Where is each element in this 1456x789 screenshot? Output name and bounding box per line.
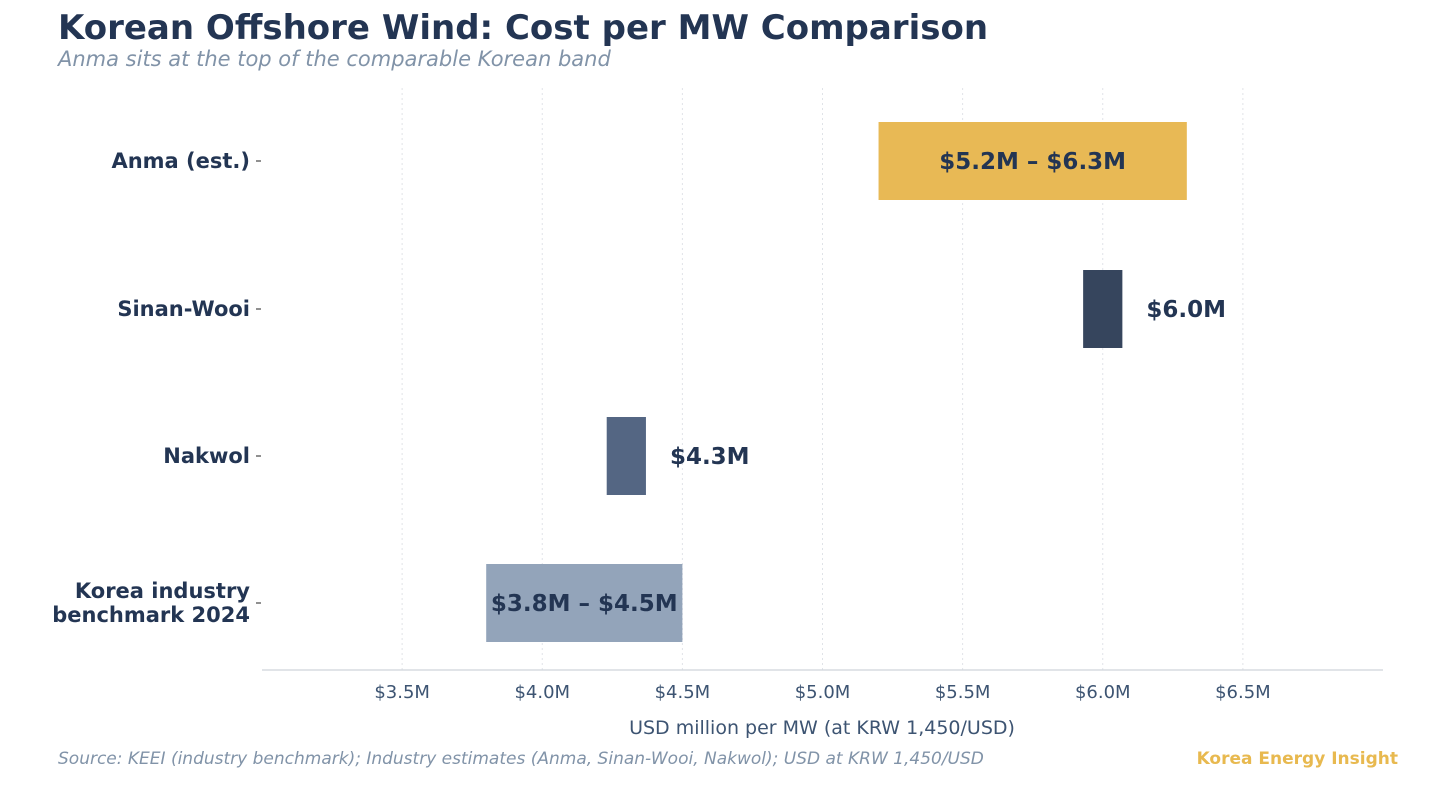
- category-label-benchmark: Korea industry benchmark 2024: [52, 579, 250, 627]
- bar-nakwol: [606, 417, 646, 495]
- value-label-nakwol: $4.3M: [670, 444, 750, 470]
- x-tick-label: $5.5M: [935, 682, 991, 703]
- bar-anma: [878, 122, 1187, 200]
- category-label-anma: Anma (est.): [111, 149, 250, 173]
- x-tick-label: $5.0M: [795, 682, 851, 703]
- category-label-nakwol: Nakwol: [163, 444, 250, 468]
- x-tick-label: $6.0M: [1075, 682, 1131, 703]
- value-label-sinan-wooi: $6.0M: [1146, 297, 1226, 323]
- category-label-sinan-wooi: Sinan-Wooi: [117, 297, 250, 321]
- value-label-anma: $5.2M – $6.3M: [939, 149, 1126, 175]
- x-tick-label: $4.5M: [655, 682, 711, 703]
- bar-benchmark: [486, 564, 683, 642]
- chart-title: Korean Offshore Wind: Cost per MW Compar…: [58, 8, 989, 48]
- category-label-line: Anma (est.): [111, 149, 250, 173]
- category-label-line: Sinan-Wooi: [117, 297, 250, 321]
- bar-sinan-wooi: [1083, 270, 1123, 348]
- x-tick-label: $3.5M: [374, 682, 430, 703]
- x-tick-label: $6.5M: [1215, 682, 1271, 703]
- category-label-line: benchmark 2024: [52, 603, 250, 627]
- category-label-line: Nakwol: [163, 444, 250, 468]
- source-note: Source: KEEI (industry benchmark); Indus…: [58, 749, 984, 769]
- category-label-line: Korea industry: [75, 579, 250, 603]
- x-tick-label: $4.0M: [514, 682, 570, 703]
- brand-label: Korea Energy Insight: [1196, 749, 1398, 769]
- x-axis-label: USD million per MW (at KRW 1,450/USD): [629, 717, 1015, 739]
- value-label-benchmark: $3.8M – $4.5M: [491, 591, 678, 617]
- axes: $3.5M $4.0M $4.5M $5.0M $5.5M $6.0M $6.5M Anma …: [52, 149, 1383, 703]
- bars: $5.2M – $6.3M $6.0M $4.3M $3.8M – $4.5M: [486, 122, 1226, 642]
- chart-subtitle: Anma sits at the top of the comparable K…: [58, 47, 611, 71]
